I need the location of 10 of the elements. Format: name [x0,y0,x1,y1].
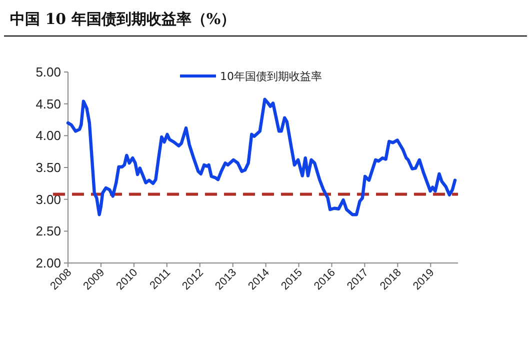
y-tick-label: 4.50 [36,96,61,112]
chart-title: 中国 10 年国债到期收益率（%） [10,10,236,28]
y-tick-label: 2.00 [36,256,61,271]
line-series [66,98,457,216]
y-tick-label: 3.50 [36,160,61,176]
y-tick-label: 5.00 [36,64,61,80]
y-tick-label: 2.50 [36,224,61,239]
y-tick-label: 4.00 [36,128,61,144]
legend-label: 10年国债到期收益率 [220,70,322,83]
y-tick-label: 3.00 [36,192,61,207]
